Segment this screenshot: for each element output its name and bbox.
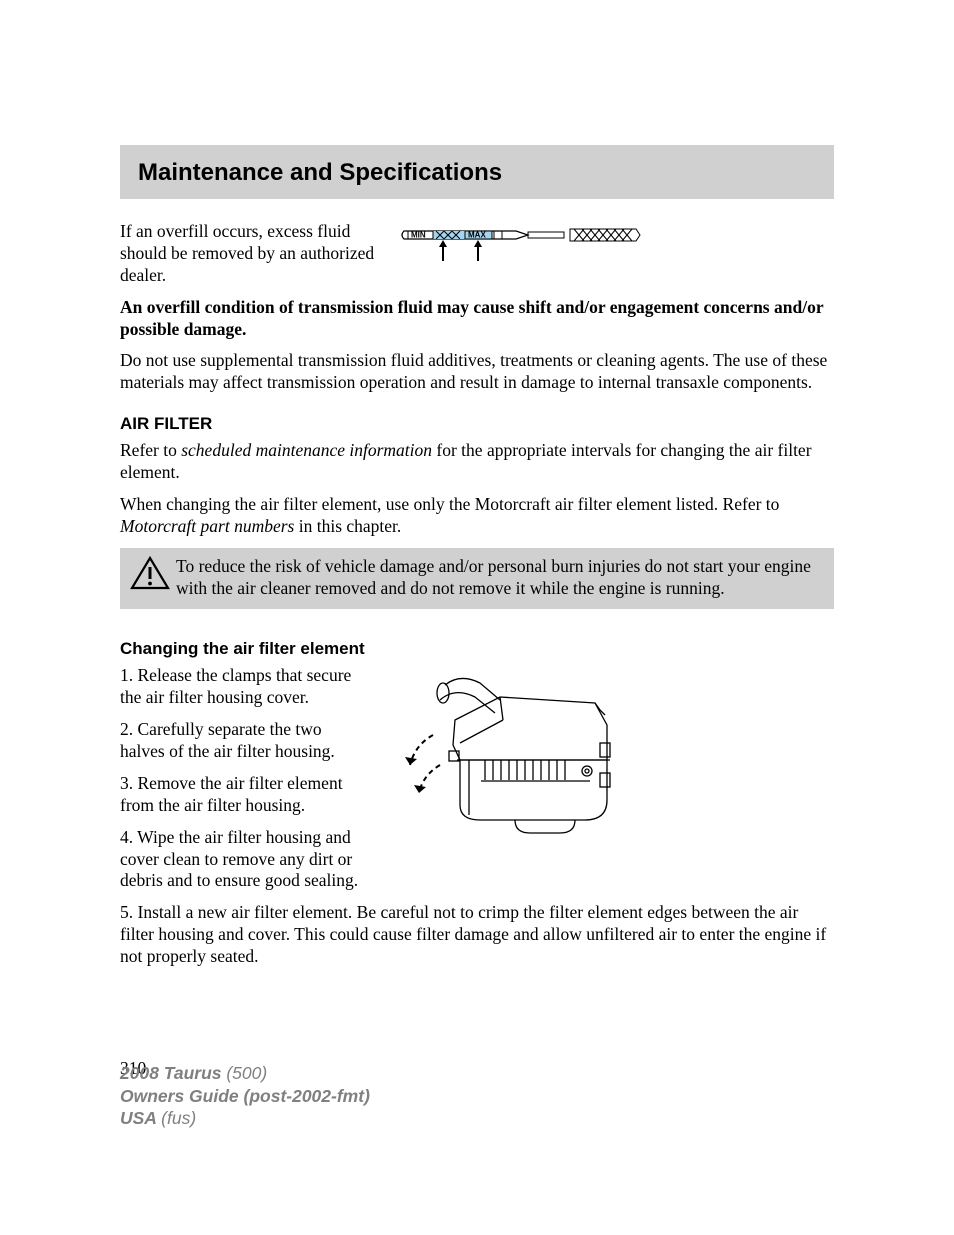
footer-fus: (fus) bbox=[161, 1108, 196, 1128]
step1: 1. Release the clamps that secure the ai… bbox=[120, 665, 365, 709]
footer-region: USA bbox=[120, 1108, 161, 1128]
warning-box: To reduce the risk of vehicle damage and… bbox=[120, 548, 834, 610]
footer: 2008 Taurus (500) Owners Guide (post-200… bbox=[120, 1062, 370, 1130]
page-content: Maintenance and Specifications If an ove… bbox=[0, 0, 954, 1079]
footer-line3: USA (fus) bbox=[120, 1107, 370, 1130]
refer-pre: Refer to bbox=[120, 440, 181, 460]
step4: 4. Wipe the air filter housing and cover… bbox=[120, 827, 365, 893]
section-title: Maintenance and Specifications bbox=[138, 159, 816, 187]
change-pre: When changing the air filter element, us… bbox=[120, 494, 779, 514]
change-em: Motorcraft part numbers bbox=[120, 516, 294, 536]
warning-icon bbox=[130, 556, 170, 596]
air-filter-heading: AIR FILTER bbox=[120, 414, 834, 434]
footer-model: 2008 Taurus bbox=[120, 1063, 226, 1083]
step3: 3. Remove the air filter element from th… bbox=[120, 773, 365, 817]
dipstick-figure: MIN MAX bbox=[396, 221, 834, 278]
section-header: Maintenance and Specifications bbox=[120, 145, 834, 199]
step2: 2. Carefully separate the two halves of … bbox=[120, 719, 365, 763]
overfill-intro: If an overfill occurs, excess fluid shou… bbox=[120, 221, 380, 287]
change-post: in this chapter. bbox=[294, 516, 401, 536]
additives-para: Do not use supplemental transmission flu… bbox=[120, 350, 834, 394]
footer-code: (500) bbox=[226, 1063, 267, 1083]
overfill-warning: An overfill condition of transmission fl… bbox=[120, 297, 834, 341]
footer-line2: Owners Guide (post-2002-fmt) bbox=[120, 1085, 370, 1108]
min-label: MIN bbox=[411, 231, 426, 240]
step5: 5. Install a new air filter element. Be … bbox=[120, 902, 834, 968]
refer-para: Refer to scheduled maintenance informati… bbox=[120, 440, 834, 484]
footer-line1: 2008 Taurus (500) bbox=[120, 1062, 370, 1085]
air-filter-figure bbox=[385, 665, 834, 860]
max-label: MAX bbox=[468, 231, 486, 240]
overfill-row: If an overfill occurs, excess fluid shou… bbox=[120, 221, 834, 297]
change-para: When changing the air filter element, us… bbox=[120, 494, 834, 538]
warning-text: To reduce the risk of vehicle damage and… bbox=[176, 556, 811, 598]
refer-em: scheduled maintenance information bbox=[181, 440, 432, 460]
steps-row: 1. Release the clamps that secure the ai… bbox=[120, 665, 834, 902]
changing-heading: Changing the air filter element bbox=[120, 639, 834, 659]
